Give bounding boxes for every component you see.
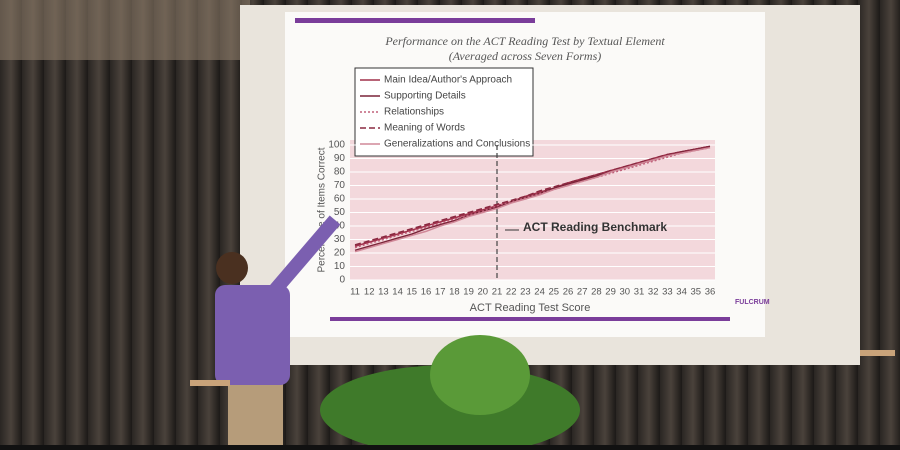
y-tick-label: 50	[334, 207, 346, 218]
x-tick-label: 36	[705, 287, 716, 298]
slide-bar	[295, 18, 535, 23]
x-tick-label: 20	[478, 287, 489, 298]
x-tick-label: 12	[364, 287, 375, 298]
chart-title: Performance on the ACT Reading Test by T…	[384, 34, 665, 48]
y-tick-label: 10	[334, 261, 346, 272]
x-tick-label: 15	[407, 287, 418, 298]
x-tick-label: 35	[691, 287, 702, 298]
x-tick-label: 17	[435, 287, 446, 298]
chart-subtitle: (Averaged across Seven Forms)	[449, 49, 602, 63]
page: Performance on the ACT Reading Test by T…	[0, 0, 900, 445]
x-tick-label: 26	[563, 287, 574, 298]
x-tick-label: 34	[676, 287, 687, 298]
legend-label: Supporting Details	[384, 91, 466, 102]
y-tick-label: 20	[334, 248, 346, 259]
x-tick-label: 29	[605, 287, 616, 298]
y-tick-label: 0	[339, 275, 345, 286]
legend-label: Relationships	[384, 107, 444, 118]
y-tick-label: 80	[334, 167, 346, 178]
legend-label: Generalizations and Conclusions	[384, 139, 530, 150]
x-tick-label: 16	[421, 287, 432, 298]
valance	[0, 0, 250, 60]
legend-label: Main Idea/Author's Approach	[384, 75, 512, 86]
x-tick-label: 18	[449, 287, 460, 298]
y-tick-label: 30	[334, 234, 346, 245]
x-tick-label: 23	[520, 287, 531, 298]
x-tick-label: 27	[577, 287, 588, 298]
plot-area	[350, 140, 715, 280]
x-tick-label: 30	[620, 287, 631, 298]
x-tick-label: 13	[378, 287, 389, 298]
scene: Performance on the ACT Reading Test by T…	[0, 0, 900, 445]
x-tick-label: 28	[591, 287, 602, 298]
x-tick-label: 14	[392, 287, 403, 298]
x-tick-label: 24	[534, 287, 545, 298]
slide-bar	[330, 317, 730, 321]
x-tick-label: 31	[634, 287, 645, 298]
x-tick-label: 22	[506, 287, 517, 298]
x-tick-label: 21	[492, 287, 503, 298]
x-tick-label: 32	[648, 287, 659, 298]
benchmark-label: ACT Reading Benchmark	[523, 220, 667, 234]
x-tick-label: 19	[463, 287, 474, 298]
x-tick-label: 33	[662, 287, 673, 298]
screen-bar	[190, 380, 230, 386]
x-tick-label: 11	[350, 287, 360, 298]
x-axis-label: ACT Reading Test Score	[470, 302, 591, 314]
y-axis-label: Percentage of Items Correct	[317, 147, 328, 272]
screen-bar	[860, 350, 895, 356]
x-tick-label: 25	[549, 287, 560, 298]
y-tick-label: 90	[334, 153, 346, 164]
y-tick-label: 100	[328, 140, 345, 151]
brand: FULCRUM	[735, 299, 770, 306]
legend-label: Meaning of Words	[384, 123, 465, 134]
y-tick-label: 70	[334, 180, 346, 191]
y-tick-label: 60	[334, 194, 346, 205]
